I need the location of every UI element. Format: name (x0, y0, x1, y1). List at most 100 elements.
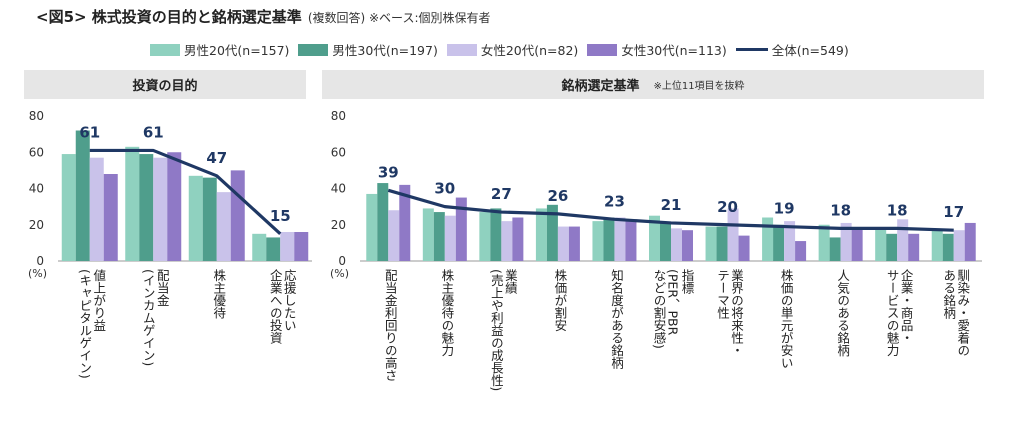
x-category-label: サービスの魅力 (885, 269, 900, 357)
data-label: 17 (943, 203, 964, 221)
bar (557, 226, 569, 261)
bar (399, 184, 411, 261)
bar (433, 212, 445, 261)
bar (501, 221, 513, 261)
data-label: 19 (774, 200, 795, 218)
legend-item: 女性30代(n=113) (587, 40, 727, 59)
bar (784, 221, 796, 261)
bar (931, 230, 943, 261)
bar (202, 177, 217, 261)
x-category-label: テーマ性 (715, 269, 730, 320)
x-category-label: 配当金利回りの高さ (383, 269, 398, 382)
bar (716, 226, 728, 261)
bar (649, 215, 660, 261)
bar (377, 183, 389, 261)
data-label: 18 (887, 201, 908, 219)
y-tick-label: 40 (29, 182, 44, 196)
bar (103, 174, 118, 261)
legend-label: 全体(n=549) (771, 43, 849, 58)
legend-label: 女性20代(n=82) (480, 43, 579, 58)
chart-title-sub: (複数回答) ※ベース:個別株保有者 (307, 11, 491, 25)
bar (840, 222, 852, 261)
series-line-overall (89, 148, 282, 235)
bar (125, 146, 140, 261)
x-category-label: 業界の将来性・ (729, 268, 744, 357)
legend-item: 男性30代(n=197) (298, 40, 438, 59)
data-label: 23 (604, 192, 625, 210)
bar (682, 230, 693, 261)
x-category-label: 株主優待 (211, 268, 226, 319)
y-axis-unit-label: (%) (28, 267, 47, 280)
data-label: 21 (661, 196, 682, 214)
bar (660, 222, 671, 261)
y-tick-label: 60 (29, 145, 44, 159)
bar (762, 217, 774, 261)
bar (366, 193, 378, 261)
data-label: 27 (491, 185, 512, 203)
x-category-label: 株主優待の魅力 (439, 268, 454, 357)
bar (875, 228, 887, 261)
bar (167, 152, 182, 261)
legend-swatch (298, 43, 329, 56)
bar (705, 226, 717, 261)
y-tick-label: 0 (338, 254, 346, 268)
x-category-label: 業績 (503, 268, 518, 295)
bar (738, 235, 750, 261)
y-axis-unit-label: (%) (330, 267, 349, 280)
data-label: 61 (79, 123, 100, 141)
x-category-label: 配当金 (155, 269, 170, 307)
bar (61, 154, 76, 261)
bar (886, 233, 898, 261)
legend-swatch (735, 48, 768, 51)
legend-item: 男性20代(n=157) (150, 40, 289, 59)
legend-label: 女性30代(n=113) (621, 43, 727, 58)
data-label: 20 (717, 198, 738, 216)
bar (942, 233, 954, 261)
left-panel-title: 投資の目的 (132, 79, 198, 94)
bar (388, 210, 400, 261)
bar (280, 232, 295, 261)
bar (139, 154, 154, 261)
left-panel-header: 投資の目的 (24, 70, 306, 99)
x-category-label: 応援したい (282, 269, 297, 332)
x-category-label: (売上や利益の成長性) (489, 269, 504, 391)
x-category-label: 株価の単元が安い (779, 268, 794, 369)
legend-label: 男性20代(n=157) (184, 43, 290, 58)
bar (89, 157, 104, 261)
bar (490, 208, 502, 261)
bar (897, 219, 909, 261)
data-label: 47 (206, 149, 227, 167)
x-category-label: 企業への投資 (268, 268, 283, 344)
data-label: 15 (270, 207, 291, 225)
right-panel-header: 銘柄選定基準 ※上位11項目を抜粋 (322, 70, 984, 99)
bar (773, 224, 785, 261)
x-category-label: 人気のある銘柄 (835, 269, 850, 357)
right-panel-title: 銘柄選定基準 (561, 79, 640, 94)
bar (671, 228, 682, 261)
y-tick-label: 80 (331, 109, 346, 123)
x-category-label: 馴染み・愛着の (955, 269, 970, 357)
bar (546, 204, 558, 261)
bar (603, 217, 615, 261)
bar (851, 228, 863, 261)
legend-item: 全体(n=549) (735, 40, 849, 59)
x-category-label: (キャピタルゲイン) (77, 269, 92, 379)
bar (727, 208, 739, 261)
x-category-label: ある銘柄 (941, 269, 956, 320)
y-tick-label: 0 (36, 254, 44, 268)
legend-swatch (446, 43, 477, 56)
bar (444, 215, 456, 261)
y-tick-label: 20 (29, 218, 44, 232)
bar (455, 197, 467, 261)
bar (592, 221, 604, 261)
bar (908, 233, 920, 261)
x-category-label: 値上がり益 (91, 268, 106, 332)
bar (512, 217, 524, 261)
bar (625, 221, 637, 261)
bar (535, 208, 547, 261)
bar (266, 237, 281, 261)
y-tick-label: 40 (331, 182, 346, 196)
bar (953, 230, 965, 261)
bar (188, 175, 203, 261)
